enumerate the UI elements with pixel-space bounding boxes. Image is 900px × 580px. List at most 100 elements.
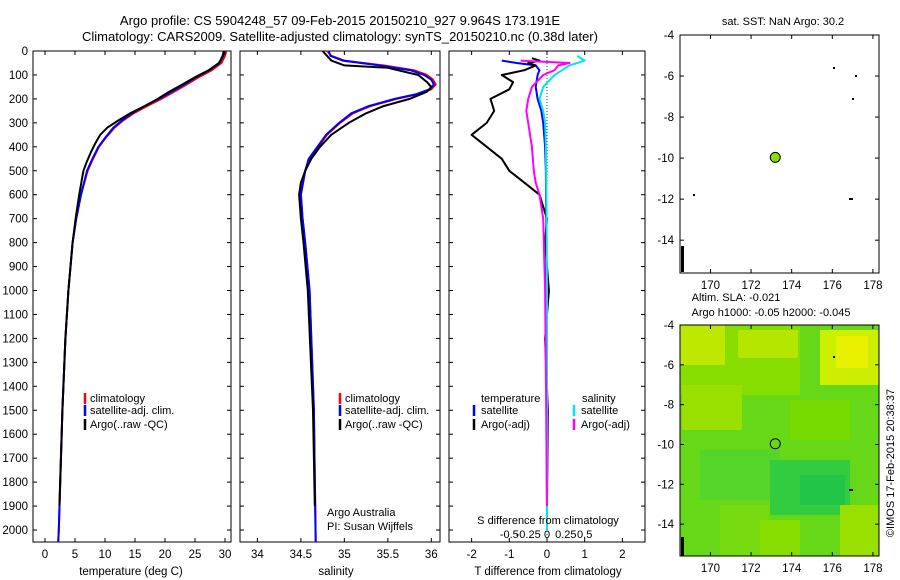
temperature-panel: 0100200300400500600700800900100011001200… [2, 46, 232, 578]
x-tick-label: 36 [425, 549, 438, 561]
depth-tick-label: 100 [9, 70, 28, 82]
lat-tick-label: -12 [657, 194, 674, 206]
depth-tick-label: 0 [22, 46, 28, 58]
difference-xlabel: T difference from climatology [474, 566, 621, 578]
temperature-xlabel: temperature (deg C) [79, 566, 183, 578]
sla-speck [681, 537, 684, 556]
temperature-legend: climatology satellite-adj. clim. Argo(..… [83, 393, 174, 431]
s-tick-label: -0.5 [500, 529, 519, 541]
salinity-series [298, 50, 437, 543]
x-tick-label: 5 [72, 549, 78, 561]
sla-map-frame [679, 324, 880, 557]
sla-heatmap [680, 325, 879, 556]
temperature-series [57, 50, 228, 543]
salinity-x-axis: 34 34.5 35 35.5 36 [251, 51, 438, 561]
lat-tick-label: -8 [664, 112, 674, 124]
series-line-satellite-adj-clim- [57, 50, 226, 543]
figure-title-line1: Argo profile: CS 5904248_57 09-Feb-2015 … [120, 13, 561, 28]
lon-tick-label: 178 [863, 563, 882, 575]
depth-tick-label: 800 [9, 238, 28, 250]
lon-tick-label: 170 [701, 563, 720, 575]
copyright-timestamp: ©IMOS 17-Feb-2015 20:38:37 [885, 389, 897, 537]
sla-map-panel: Altim. SLA: -0.021 Argo h1000: -0.05 h20… [657, 292, 882, 575]
series-line-climatology [57, 50, 228, 543]
sst-speck [855, 75, 857, 77]
legend-label-salt-argo: Argo(-adj) [581, 419, 630, 431]
legend-label-satellite: satellite-adj. clim. [345, 405, 429, 417]
depth-tick-label: 700 [9, 214, 28, 226]
depth-tick-label: 1200 [2, 333, 28, 345]
sst-speck [852, 98, 854, 100]
s-tick-label: -0.25 [516, 529, 541, 541]
lat-tick-label: -10 [657, 153, 674, 165]
sla-patch [800, 475, 845, 505]
depth-tick-label: 1700 [2, 453, 28, 465]
lon-tick-label: 172 [741, 280, 760, 292]
difference-legend: temperature salinity satellite Argo(-adj… [472, 393, 630, 431]
depth-tick-label: 300 [9, 118, 28, 130]
depth-tick-label: 600 [9, 190, 28, 202]
sst-map-title: sat. SST: NaN Argo: 30.2 [722, 16, 844, 28]
x-tick-label: 35 [338, 549, 351, 561]
x-tick-label: 35.5 [377, 549, 399, 561]
difference-top-xlabel: S difference from climatology [477, 515, 619, 527]
lon-tick-label: 176 [823, 563, 842, 575]
x-tick-label: 10 [99, 549, 112, 561]
depth-tick-label: 1600 [2, 429, 28, 441]
salinity-panel: 34 34.5 35 35.5 36 salinity climatology sate… [239, 50, 441, 578]
sla-patch [738, 330, 798, 358]
lon-tick-label: 172 [741, 563, 760, 575]
argo-position-marker [769, 151, 781, 163]
legend-label-temp-argo: Argo(-adj) [481, 419, 530, 431]
lat-tick-label: -6 [664, 360, 674, 372]
lat-tick-label: -8 [664, 400, 674, 412]
sla-map-axes: 170 172 174 176 178 -4 -6 -8 -10 -12 -14 [657, 320, 882, 575]
sla-patch [760, 520, 800, 556]
difference-series [470, 54, 586, 531]
legend-heading-temperature: temperature [481, 393, 540, 405]
sst-speck [849, 198, 853, 200]
sla-patch [682, 385, 742, 430]
lon-tick-label: 178 [863, 280, 882, 292]
sla-map-title-line1: Altim. SLA: -0.021 [692, 292, 781, 304]
s-tick-label: 0.5 [577, 529, 592, 541]
x-tick-label: 15 [129, 549, 142, 561]
legend-label-temp-satellite: satellite [481, 405, 518, 417]
sla-map-title-line2: Argo h1000: -0.05 h2000: -0.045 [691, 307, 850, 319]
argo-position-marker [769, 438, 781, 450]
lat-tick-label: -6 [664, 71, 674, 83]
lat-tick-label: -4 [664, 320, 675, 332]
figure-title-line2: Climatology: CARS2009. Satellite-adjuste… [82, 29, 598, 44]
series-line-salinity-satellite [538, 54, 586, 530]
temperature-x-axis: 0 5 10 15 20 25 30 [42, 51, 232, 561]
sla-speck [849, 489, 853, 491]
legend-label-climatology: climatology [90, 393, 146, 405]
series-line-climatology [299, 50, 437, 543]
lon-tick-label: 174 [782, 280, 802, 292]
lon-tick-label: 170 [701, 280, 720, 292]
x-tick-label: 2 [619, 549, 625, 561]
temperature-depth-axis: 0 100 200 300 400 500 600 700 800 900 1000 1100 1200… [2, 46, 231, 537]
series-line-salinity-argo-adj- [520, 59, 571, 507]
s-tick-label: 0 [544, 529, 550, 541]
sla-patch [680, 325, 725, 365]
sst-speck [693, 194, 695, 196]
depth-tick-label: 1500 [2, 405, 28, 417]
salinity-legend: climatology satellite-adj. clim. Argo(..… [338, 393, 429, 431]
depth-tick-label: 1100 [3, 309, 28, 321]
depth-tick-label: 400 [9, 142, 28, 154]
sla-patch [836, 336, 868, 368]
lat-tick-label: -4 [664, 30, 675, 42]
salinity-plot-frame [239, 50, 441, 543]
depth-tick-label: 900 [9, 262, 28, 274]
x-tick-label: 1 [581, 549, 587, 561]
salinity-annotation-line1: Argo Australia [327, 507, 396, 519]
series-line-argo-raw-qc- [298, 50, 433, 507]
salinity-xlabel: salinity [318, 566, 353, 578]
x-tick-label: 30 [219, 549, 232, 561]
lat-tick-label: -10 [657, 439, 674, 451]
series-line-temperature-satellite [501, 59, 548, 531]
salinity-axes [240, 50, 440, 531]
sla-patch [700, 450, 780, 500]
